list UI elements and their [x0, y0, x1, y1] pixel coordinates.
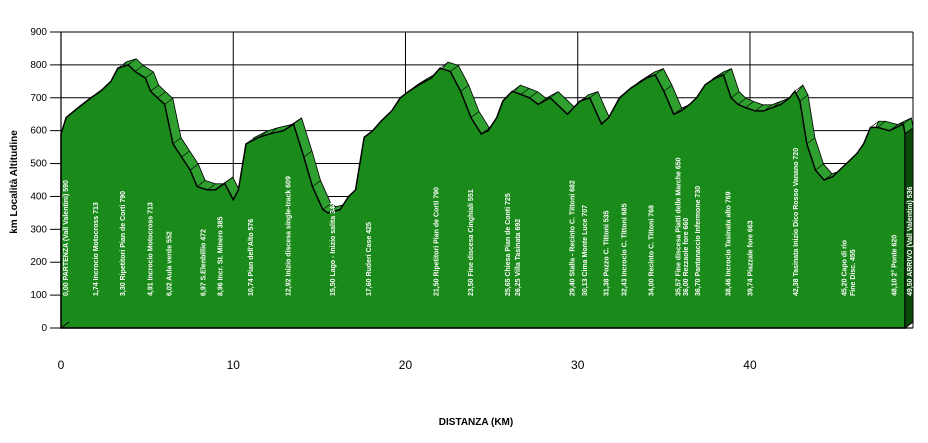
waypoint-label: 49,50 ARRIVO (Vall Valentini) 536	[907, 186, 914, 296]
waypoint-label: 39,74 Piazzale fore 663	[748, 220, 755, 296]
waypoint-label: 6,97 S.Elenbillio 472	[200, 229, 207, 296]
y-tick-label: 0	[41, 323, 47, 334]
y-tick-label: 300	[30, 224, 47, 235]
waypoint-label: 1,74 Incrocio Motocross 713	[93, 202, 100, 296]
x-tick-label: 40	[743, 358, 757, 372]
y-tick-label: 400	[30, 191, 47, 202]
floor-edge	[60, 321, 70, 329]
y-axis-title: km Località Altitudine	[9, 130, 20, 234]
y-tick-label: 900	[30, 27, 47, 38]
waypoint-label: 29,40 Stalla - Recinto C. Tittoni 682	[569, 180, 576, 296]
profile-area-layer	[60, 58, 914, 329]
waypoint-label: 45,20 Capo di rio	[842, 240, 849, 296]
x-axis-title: DISTANZA (KM)	[439, 417, 513, 428]
waypoint-label: 32,43 Incrocio C. Tittoni 685	[622, 203, 629, 296]
y-tick-label: 200	[30, 257, 47, 268]
annotation-layer: 0,00 PARTENZA (Vall Valentini) 590 1,74 I…	[63, 148, 914, 296]
waypoint-label: 8,96 Incr. St. Minero 385	[217, 217, 224, 296]
y-tick-label: 800	[30, 60, 47, 71]
waypoint-label: 12,92 Inizio discesa single-track 609	[286, 176, 293, 296]
waypoint-label: 25,65 Chiesa Pian de Conti 725	[505, 193, 512, 296]
waypoint-label: 15,50 Lago - Inizio salita 344	[330, 202, 337, 296]
x-tick-label: 10	[227, 358, 241, 372]
waypoint-label: 3,30 Ripetitori Pian de Corti 790	[120, 191, 127, 296]
axes: 0 100 200 300 400 500 600 700 800 900 0 10 20 30 40	[30, 27, 913, 372]
waypoint-label: 26,25 Villa Tasinata 692	[515, 219, 522, 296]
waypoint-label: 34,00 Recinto C. Tittoni 768	[649, 205, 656, 296]
waypoint-label: 6,02 Aula verde 552	[167, 231, 174, 296]
x-tick-label: 0	[58, 358, 65, 372]
profile-area	[60, 64, 906, 329]
y-tick-label: 100	[30, 290, 47, 301]
waypoint-label: 21,50 Ripetitori Pian de Corti 790	[433, 187, 440, 296]
x-tick-label: 20	[399, 358, 413, 372]
waypoint-label: 17,60 Ruderi Case 425	[366, 222, 373, 296]
waypoint-label: 35,57 Fine discesa Piatti delle Marche 6…	[676, 157, 683, 296]
waypoint-label: Fine Disc. 455	[850, 249, 857, 296]
profile-end-cap	[904, 126, 914, 329]
waypoint-label: 36,70 Pantanaccio Infermone 730	[695, 186, 702, 296]
x-tick-label: 30	[571, 358, 585, 372]
waypoint-label: 31,38 Pozzo C. Tittoni 535	[604, 210, 611, 296]
waypoint-label: 23,50 Fine discesa Cinghiali 551	[468, 189, 475, 296]
waypoint-label: 42,38 Tasinata Inizio Dico Rosso Vanano …	[793, 148, 800, 296]
y-tick-label: 500	[30, 159, 47, 170]
waypoint-label: 36,00 Rezzaole fore 660	[683, 218, 690, 296]
waypoint-label: 0,00 PARTENZA (Vall Valentini) 590	[63, 180, 70, 296]
y-tick-label: 700	[30, 93, 47, 104]
waypoint-label: 4,91 Incrocio Motocross 713	[148, 202, 155, 296]
y-tick-label: 600	[30, 126, 47, 137]
waypoint-label: 48,10 2° Ponte 620	[890, 235, 898, 296]
waypoint-label: 38,46 Incrocio Tasinata alto 769	[725, 191, 732, 296]
waypoint-label: 30,13 Cima Monte Luce 707	[582, 205, 589, 296]
waypoint-label: 10,74 Pian dell'Alto 576	[248, 219, 255, 296]
